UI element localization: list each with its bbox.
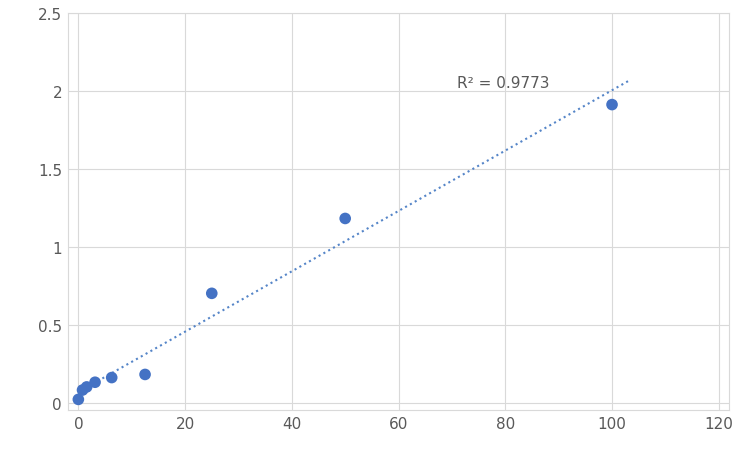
Point bbox=[72, 396, 84, 403]
Text: R² = 0.9773: R² = 0.9773 bbox=[457, 76, 550, 91]
Point bbox=[80, 383, 92, 391]
Point bbox=[606, 102, 618, 109]
Point bbox=[106, 374, 118, 382]
Point bbox=[77, 387, 89, 394]
Point bbox=[89, 379, 101, 386]
Point bbox=[139, 371, 151, 378]
Point bbox=[339, 216, 351, 223]
Point bbox=[206, 290, 218, 297]
